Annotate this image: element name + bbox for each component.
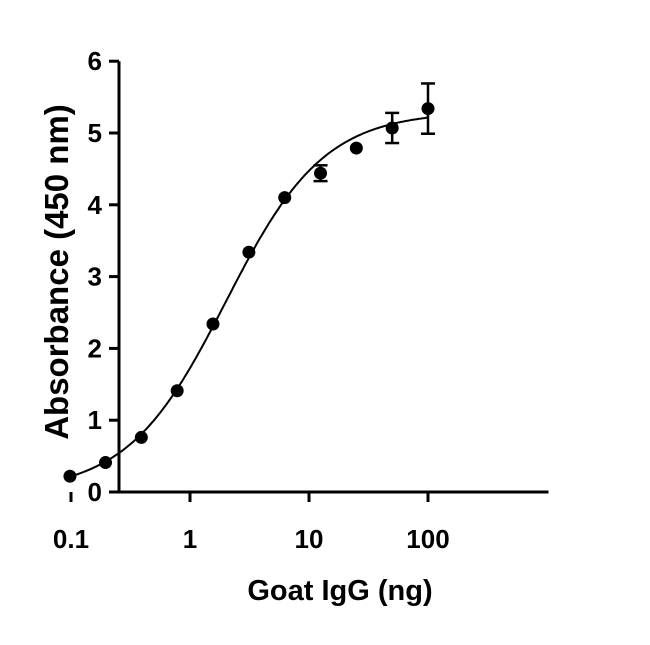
data-point xyxy=(134,430,148,444)
x-axis-label: Goat IgG (ng) xyxy=(247,575,432,607)
y-tick-label: 5 xyxy=(88,118,102,148)
data-point xyxy=(385,121,399,135)
y-axis-label: Absorbance (450 nm) xyxy=(38,104,75,440)
data-point xyxy=(349,141,363,155)
data-points xyxy=(63,82,435,483)
y-tick-label: 6 xyxy=(88,46,102,76)
data-point xyxy=(242,245,256,259)
data-point xyxy=(63,469,77,483)
data-point xyxy=(206,317,220,331)
y-tick-label: 4 xyxy=(88,190,103,220)
y-tick-label: 0 xyxy=(88,477,102,507)
data-point xyxy=(421,102,435,116)
y-tick-label: 1 xyxy=(88,405,102,435)
data-point xyxy=(170,384,184,398)
x-tick-label: 1 xyxy=(183,524,197,554)
fit-curve xyxy=(70,116,429,478)
x-tick-label: 0.1 xyxy=(53,524,89,554)
y-tick-label: 3 xyxy=(88,262,102,292)
tick-labels: 0 1 2 3 4 5 6 0.1 1 10 100 xyxy=(53,46,450,554)
x-tick-label: 100 xyxy=(406,524,449,554)
data-point xyxy=(99,456,113,470)
x-tick-label: 10 xyxy=(295,524,324,554)
axes xyxy=(69,59,549,502)
y-tick-label: 2 xyxy=(88,333,102,363)
data-point xyxy=(314,166,328,180)
data-point xyxy=(278,191,292,205)
